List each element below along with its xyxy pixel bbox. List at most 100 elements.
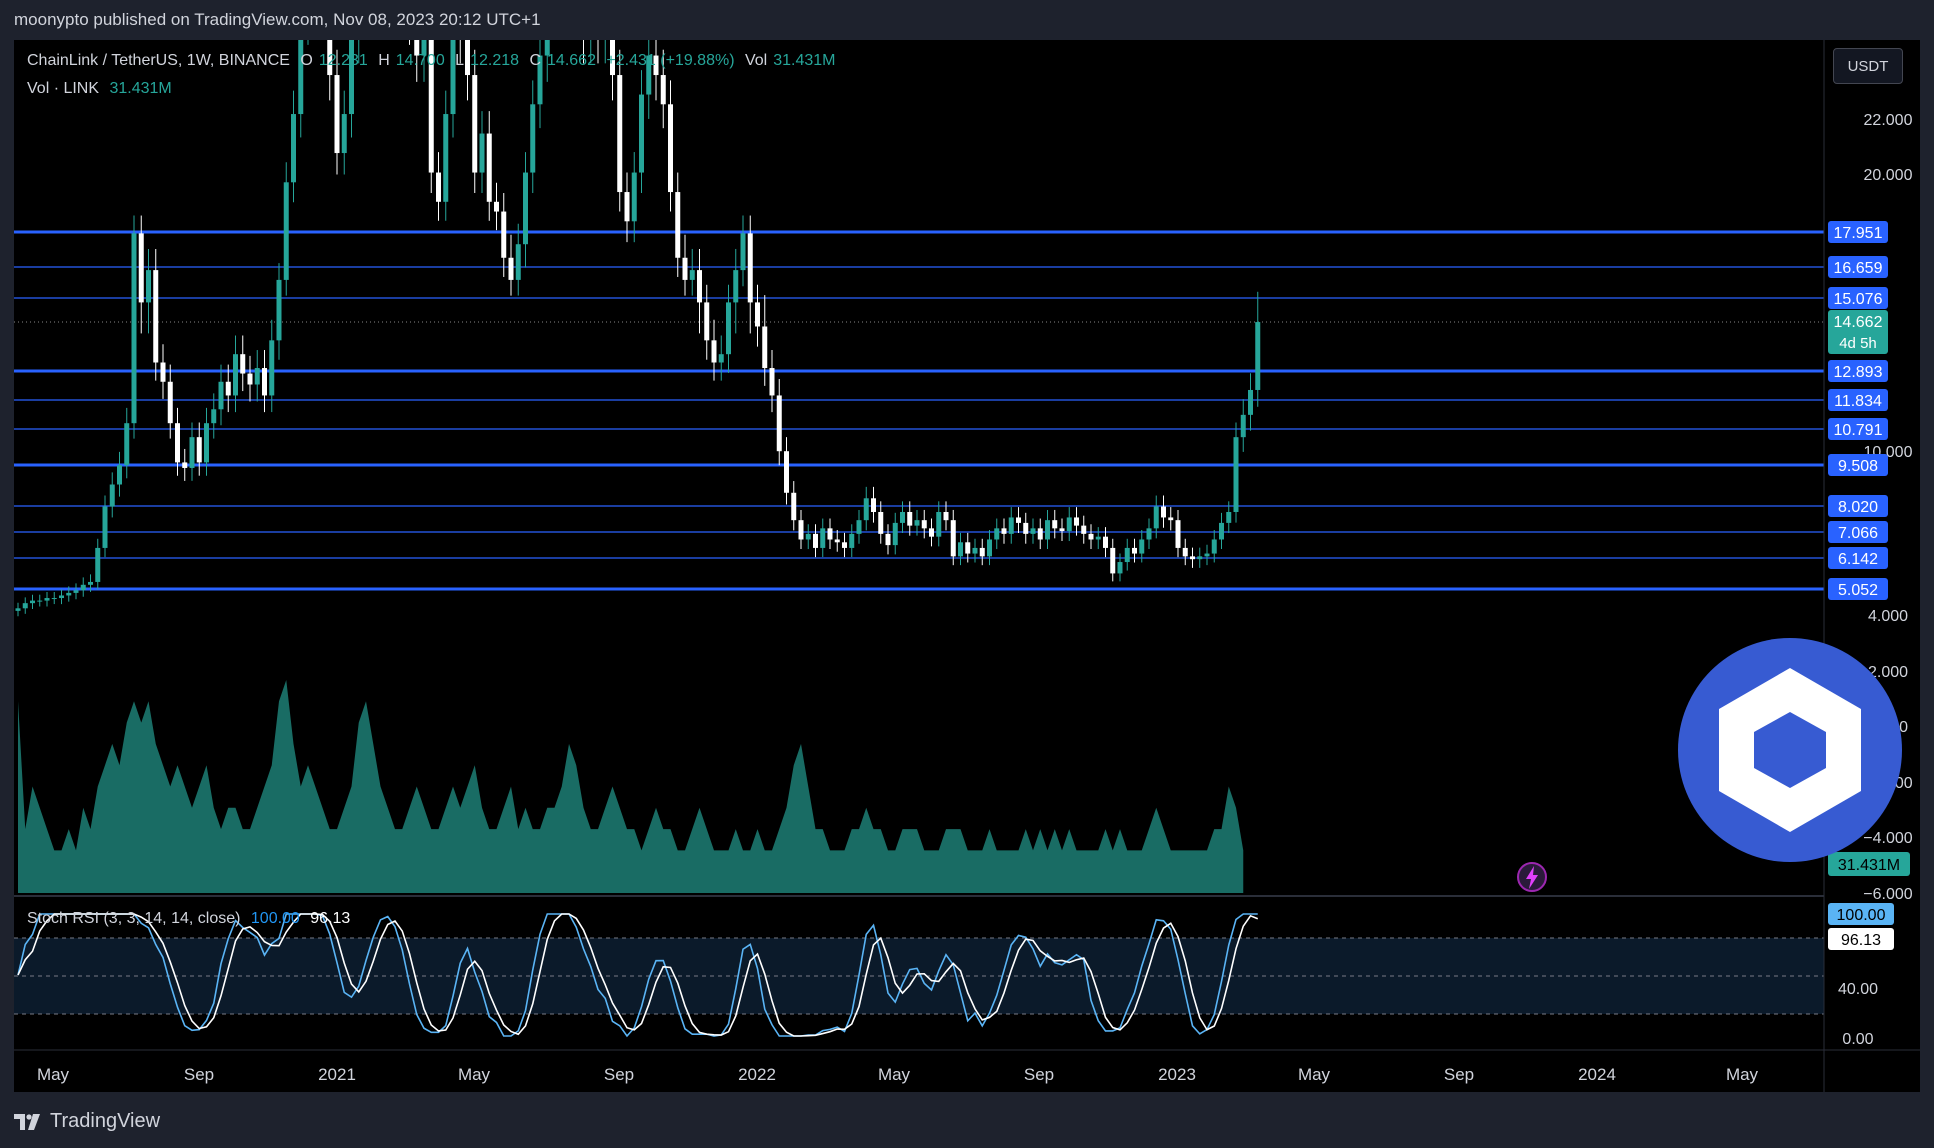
candle-body	[95, 547, 101, 582]
candle-body	[689, 270, 695, 280]
candle-body	[160, 362, 166, 382]
candle-body	[936, 511, 942, 537]
change-value: +2.431 (+19.88%)	[606, 52, 735, 69]
x-tick-label: 2022	[738, 1065, 776, 1084]
volume-area-fill	[18, 680, 1244, 893]
x-tick-label: May	[1726, 1065, 1759, 1084]
level-label: 15.076	[1834, 291, 1883, 308]
candle-body	[51, 598, 57, 600]
symbol-label[interactable]: ChainLink / TetherUS, 1W, BINANCE	[27, 52, 290, 69]
currency-button[interactable]: USDT	[1833, 48, 1903, 84]
candle-body	[1030, 528, 1036, 534]
published-header: moonypto published on TradingView.com, N…	[14, 10, 541, 29]
candle-body	[349, 40, 354, 115]
vol-label: Vol	[744, 52, 768, 69]
candle-body	[965, 542, 971, 554]
y-tick-label: 22.000	[1864, 112, 1913, 129]
candle-body	[769, 368, 775, 396]
candle-body	[834, 539, 840, 543]
candle-body	[1016, 517, 1021, 523]
candle-body	[233, 354, 238, 396]
candle-body	[827, 528, 833, 540]
candle-body	[1240, 414, 1246, 438]
volume-legend: Vol · LINK 31.431M	[27, 80, 178, 98]
x-tick-label: May	[878, 1065, 911, 1084]
candle-body	[987, 539, 992, 557]
candle-body	[929, 528, 934, 537]
horizontal-levels	[14, 230, 1824, 591]
candle-body	[44, 598, 50, 601]
candle-body	[146, 270, 151, 303]
candle-body	[842, 542, 847, 548]
lightning-icon[interactable]	[1517, 862, 1547, 892]
level-label-bg	[1828, 547, 1888, 569]
candle-body	[747, 233, 753, 303]
candle-body	[1175, 520, 1181, 548]
level-label: 11.834	[1834, 393, 1882, 410]
x-tick-label: 2024	[1578, 1065, 1616, 1084]
candle-body	[530, 104, 536, 173]
candle-body	[124, 423, 130, 466]
candle-body	[1052, 520, 1058, 529]
candle-body	[465, 40, 470, 76]
level-label: 12.893	[1834, 364, 1883, 381]
level-label: 8.020	[1838, 499, 1878, 516]
candle-body	[494, 201, 499, 212]
y-axis: 22.00020.00010.0004.0002.0000.000−2.000−…	[1823, 40, 1920, 1092]
vol-value: 31.431M	[773, 52, 836, 69]
candle-body	[776, 395, 782, 452]
candle-body	[856, 520, 862, 534]
level-label-bg	[1828, 454, 1888, 476]
candle-body	[225, 381, 231, 396]
stoch-k-label-bg	[1828, 903, 1894, 925]
candle-body	[718, 354, 724, 363]
level-label-bg	[1828, 256, 1888, 278]
candle-body	[153, 270, 159, 363]
candle-body	[88, 581, 93, 585]
last-price-bg	[1828, 310, 1888, 354]
candle-body	[211, 409, 217, 424]
candle-body	[863, 498, 869, 521]
candle-body	[59, 595, 64, 599]
candle-body	[1037, 528, 1043, 540]
level-label-bg	[1828, 418, 1888, 440]
level-label: 9.508	[1838, 458, 1878, 475]
tradingview-brand: TradingView	[50, 1110, 161, 1132]
vol-series-label[interactable]: Vol · LINK	[27, 80, 100, 97]
x-tick-label: Sep	[604, 1065, 634, 1084]
volume-area	[18, 680, 1244, 893]
candle-body	[1008, 517, 1014, 534]
candle-body	[1045, 520, 1050, 540]
candle-body	[1248, 389, 1253, 415]
candle-body	[22, 603, 28, 609]
candle-body	[675, 192, 681, 258]
stoch-rsi-name[interactable]: Stoch RSI (3, 3, 14, 14, close)	[27, 910, 241, 927]
candle-body	[544, 40, 550, 56]
candle-body	[1168, 517, 1174, 521]
candle-body	[1146, 528, 1152, 540]
candle-body	[1153, 506, 1159, 529]
volume-label-bg	[1828, 852, 1910, 876]
candle-body	[1059, 528, 1065, 532]
candle-body	[30, 600, 35, 604]
y-tick-label: 4.000	[1868, 608, 1908, 625]
candle-body	[1197, 556, 1203, 560]
candle-body	[1255, 322, 1261, 390]
candle-body	[1117, 562, 1123, 574]
candle-body	[950, 520, 956, 557]
candle-body	[1001, 528, 1007, 534]
candle-body	[892, 522, 898, 546]
candle-body	[537, 55, 543, 105]
y-tick-label: −4.000	[1863, 830, 1912, 847]
candle-body	[885, 533, 891, 546]
candle-body	[805, 533, 811, 540]
candle-body	[515, 244, 521, 280]
candle-body	[414, 40, 420, 56]
candle-body	[900, 511, 905, 523]
candle-body	[1190, 556, 1195, 560]
candle-body	[1233, 437, 1239, 512]
candle-body	[247, 373, 253, 385]
candle-body	[436, 172, 441, 202]
candle-body	[80, 584, 86, 591]
